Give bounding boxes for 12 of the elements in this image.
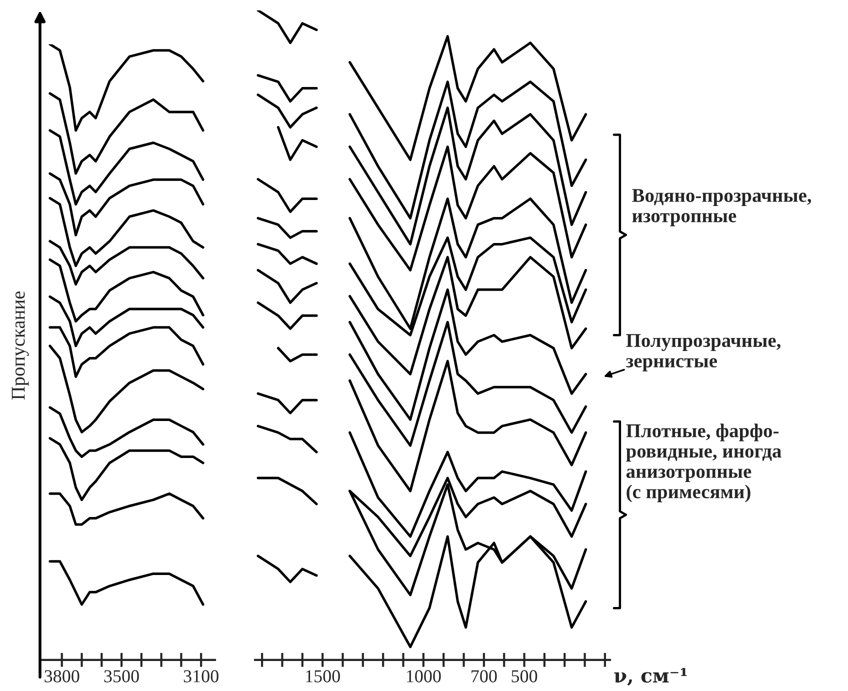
x-tick-label: 700 bbox=[472, 670, 497, 682]
y-axis-title: Пропускание bbox=[12, 291, 29, 400]
x-tick-label: 500 bbox=[512, 670, 538, 682]
x-tick-label: 3800 bbox=[44, 670, 80, 682]
text: Плотные, фарфо- ровидные, иногда анизотропные (с примесями) bbox=[626, 424, 782, 502]
x-axis-title: ν, см⁻¹ bbox=[614, 668, 687, 686]
text: Водяно-прозрачные, изотропные bbox=[632, 189, 812, 226]
x-tick-label: 1000 bbox=[406, 670, 441, 682]
x-tick-label: 1500 bbox=[306, 670, 340, 682]
x-tick-label: 3100 bbox=[184, 670, 218, 682]
text: Полупрозрачные, зернистые bbox=[626, 334, 780, 372]
x-tick-label: 3500 bbox=[104, 670, 139, 682]
